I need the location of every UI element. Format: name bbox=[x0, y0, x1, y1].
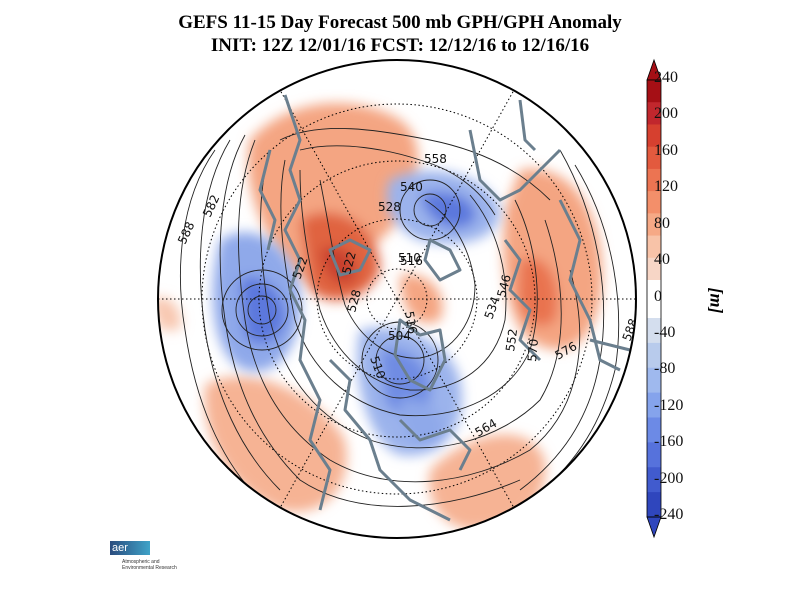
colorbar-tick-label: 80 bbox=[654, 214, 670, 232]
contour-label: 516 bbox=[400, 254, 423, 268]
colorbar-swatch bbox=[647, 146, 661, 170]
colorbar-tick-label: -120 bbox=[654, 396, 684, 414]
aer-logo-caption: Atmospheric and Environmental Research bbox=[122, 559, 177, 571]
contour-label: 582 bbox=[200, 193, 222, 220]
colorbar-tick-label: 200 bbox=[654, 105, 678, 123]
contour-label: 540 bbox=[400, 180, 423, 194]
contour-label: 522 bbox=[339, 250, 358, 276]
colorbar-swatch bbox=[647, 80, 661, 103]
colorbar-swatch bbox=[647, 235, 661, 259]
contour-label: 534 bbox=[482, 295, 503, 321]
colorbar-swatch bbox=[647, 492, 661, 518]
contour-label: 588 bbox=[620, 317, 641, 343]
colorbar-swatch bbox=[647, 342, 661, 369]
colorbar-tick-label: 240 bbox=[654, 69, 678, 86]
colorbar-swatch bbox=[647, 417, 661, 443]
contour-label: 510 bbox=[398, 251, 421, 265]
contour-label: 552 bbox=[503, 328, 520, 353]
colorbar-swatch bbox=[647, 318, 661, 344]
contour-label: 528 bbox=[344, 288, 363, 314]
colorbar bbox=[646, 58, 662, 539]
coastlines bbox=[258, 94, 636, 522]
aer-logo: aer Atmospheric and Environmental Resear… bbox=[110, 541, 180, 573]
map-subtitle: INIT: 12Z 12/01/16 FCST: 12/12/16 to 12/… bbox=[210, 35, 590, 56]
colorbar-swatch bbox=[647, 102, 661, 125]
contour-label: 588 bbox=[175, 220, 197, 247]
colorbar-tick-label: -160 bbox=[654, 433, 684, 451]
contour-label: 558 bbox=[424, 152, 447, 166]
colorbar-unit: [m] bbox=[706, 287, 727, 314]
colorbar-tick-label: 160 bbox=[654, 141, 678, 159]
colorbar-tick-label: 120 bbox=[654, 178, 678, 196]
contour-label: 570 bbox=[525, 338, 541, 362]
colorbar-swatch bbox=[647, 124, 661, 148]
map-boundary bbox=[157, 59, 637, 539]
colorbar-neutral-swatch bbox=[647, 280, 661, 318]
contour-label: 504 bbox=[388, 329, 411, 343]
colorbar-swatch bbox=[647, 467, 661, 493]
colorbar-swatch bbox=[647, 168, 661, 192]
aer-logo-mark: aer bbox=[110, 541, 150, 555]
colorbar-frame bbox=[646, 79, 662, 518]
contour-label: 528 bbox=[378, 200, 401, 214]
negative-anomaly-shading bbox=[213, 171, 500, 456]
colorbar-tick-label: -200 bbox=[654, 469, 684, 487]
colorbar-swatch bbox=[647, 392, 661, 418]
contour-label: 516 bbox=[402, 310, 420, 335]
map-title: GEFS 11-15 Day Forecast 500 mb GPH/GPH A… bbox=[178, 12, 622, 33]
colorbar-swatch bbox=[647, 191, 661, 214]
colorbar-swatch bbox=[647, 213, 661, 237]
colorbar-tick-label: 0 bbox=[654, 287, 662, 305]
colorbar-tick-label: -40 bbox=[654, 323, 676, 341]
colorbar-swatch bbox=[647, 257, 661, 281]
colorbar-tick-label: -80 bbox=[654, 360, 676, 378]
height-contours bbox=[180, 128, 619, 507]
colorbar-swatch bbox=[647, 442, 661, 468]
contour-label: 546 bbox=[494, 273, 513, 299]
colorbar-swatch bbox=[647, 367, 661, 394]
colorbar-tick-label: -240 bbox=[654, 506, 684, 523]
colorbar-tick-label: 40 bbox=[654, 251, 670, 269]
